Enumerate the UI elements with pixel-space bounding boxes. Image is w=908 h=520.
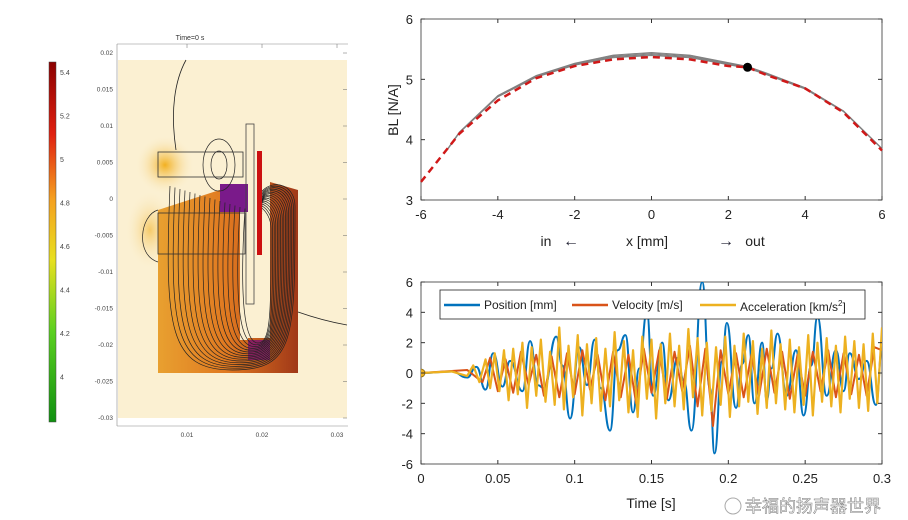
field-y-tick-label: 0.005 (97, 160, 114, 167)
boundary-line (173, 59, 187, 151)
flux-line (222, 200, 278, 351)
flux-line (212, 197, 281, 355)
flux-line (172, 185, 294, 369)
field-y-tick-label: -0.015 (95, 306, 114, 313)
field-y-tick-label: 0.015 (97, 87, 114, 94)
bl-y-tick-label: 3 (406, 193, 413, 208)
colorbar (48, 61, 57, 423)
flux-line (232, 203, 275, 347)
voice-coil (257, 151, 262, 255)
flux-line (142, 209, 159, 263)
field-y-tick-label: 0.02 (100, 50, 113, 57)
colorbar-ticks: 5.4 5.2 5 4.8 4.6 4.4 4.2 4 (60, 70, 70, 382)
bl-x-tick-label: -4 (492, 207, 504, 222)
bl-x-tick-label: 0 (648, 207, 655, 222)
colorbar-tick-label: 4.6 (60, 244, 70, 251)
flux-line (192, 191, 288, 362)
field-y-tick-label: -0.01 (98, 269, 113, 276)
colorbar-tick-label: 5 (60, 157, 64, 164)
field-y-tick-label: 0.01 (100, 123, 113, 130)
flux-line (237, 205, 273, 346)
field-x-ticks: 0.01 0.02 0.03 (181, 44, 344, 439)
colorbar-tick-label: 4.8 (60, 201, 70, 208)
bl-model-line (420, 55, 883, 183)
flux-line (202, 138, 236, 192)
field-x-tick-label: 0.03 (331, 432, 344, 439)
flux-line (187, 190, 289, 364)
flux-line (210, 150, 228, 180)
field-y-tick-label: -0.02 (98, 342, 113, 349)
colorbar-tick-label: 5.2 (60, 114, 70, 121)
flux-line (207, 196, 283, 356)
field-x-tick-label: 0.02 (256, 432, 269, 439)
flux-line (197, 193, 286, 360)
boundary-line (297, 311, 348, 326)
flux-line (217, 199, 280, 353)
bl-y-tick-label: 5 (406, 72, 413, 87)
bl-y-tick-label: 4 (406, 133, 413, 148)
flux-line (227, 202, 277, 349)
arrow-left-icon: ← (563, 233, 579, 250)
flux-line (177, 187, 293, 367)
field-y-tick-label: -0.025 (95, 379, 114, 386)
bl-y-tick-label: 6 (406, 12, 413, 27)
colorbar-tick-label: 4.4 (60, 288, 70, 295)
bl-x-tick-label: 2 (725, 207, 732, 222)
flux-line (182, 188, 291, 365)
bl-x-tick-label: -6 (415, 207, 427, 222)
magnet-outline (157, 212, 246, 255)
field-glow (135, 135, 195, 195)
bl-x-tick-label: 4 (802, 207, 809, 222)
bl-xlabel-in: in (541, 233, 552, 249)
bl-chart: -6 -4 -2 0 2 4 6 3 4 5 6 BL [N/A] in ← x [mm] → ou… (385, 12, 886, 250)
colorbar-tick-label: 4 (60, 375, 64, 382)
bl-axes (420, 18, 883, 201)
bl-ylabel: BL [N/A] (385, 84, 401, 136)
former-outline (245, 123, 255, 305)
colorbar-tick-label: 5.4 (60, 70, 70, 77)
bl-x-tick-label: 6 (878, 207, 885, 222)
flux-line (202, 194, 285, 358)
field-y-tick-label: -0.005 (95, 233, 114, 240)
bl-x-tick-label: -2 (569, 207, 581, 222)
arrow-right-icon: → (718, 233, 734, 250)
field-x-tick-label: 0.01 (181, 432, 194, 439)
bl-xlabel-out: out (745, 233, 765, 249)
bl-operating-point (743, 62, 753, 72)
field-y-tick-label: -0.03 (98, 415, 113, 422)
field-plot-title: Time=0 s (176, 35, 205, 42)
bl-xlabel: x [mm] (626, 233, 668, 249)
field-y-tick-label: 0 (109, 196, 113, 203)
flux-line (242, 206, 272, 344)
colorbar-tick-label: 4.2 (60, 331, 70, 338)
magnet-outline (157, 151, 244, 178)
field-y-ticks: 0.02 0.015 0.01 0.005 0 -0.005 -0.01 -0.015 -0.0… (95, 50, 347, 422)
